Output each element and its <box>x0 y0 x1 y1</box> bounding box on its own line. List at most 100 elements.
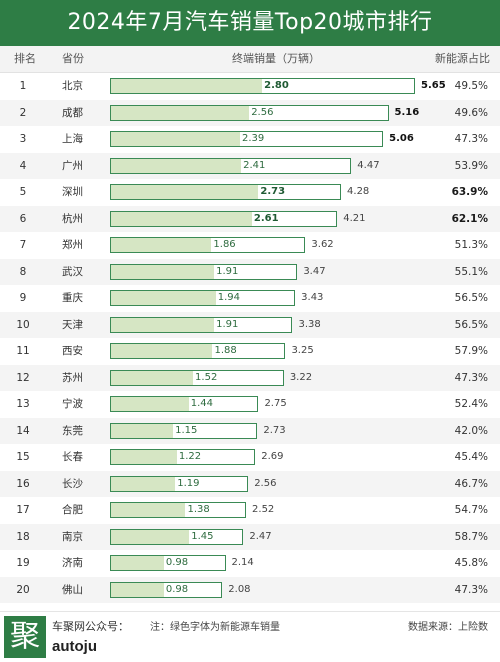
city-label: 天津 <box>62 318 83 331</box>
city-label: 北京 <box>62 80 83 92</box>
nev-value-label: 2.56 <box>251 106 274 118</box>
total-value-label: 2.08 <box>228 583 251 595</box>
nev-sales-bar <box>111 238 212 252</box>
header-share: 新能源占比 <box>435 52 490 65</box>
total-value-label: 5.16 <box>394 106 420 118</box>
rank-label: 12 <box>16 371 30 384</box>
city-label: 合肥 <box>62 504 83 516</box>
nev-sales-bar <box>111 476 176 491</box>
footer: 聚 车聚网公众号： autoju 注：绿色字体为新能源车销量 数据来源：上险数 <box>0 611 500 662</box>
nev-share-label: 45.8% <box>454 557 488 569</box>
rank-label: 1 <box>19 80 27 92</box>
nev-sales-bar <box>111 185 259 199</box>
city-label: 东莞 <box>62 424 83 437</box>
nev-value-label: 1.91 <box>216 265 239 277</box>
total-sales-bar: 1.44 <box>110 396 259 412</box>
total-value-label: 3.62 <box>311 239 334 250</box>
rank-label: 11 <box>16 345 30 357</box>
chart-title: 2024年7月汽车销量Top20城市排行 <box>0 0 500 46</box>
city-label: 重庆 <box>62 292 83 304</box>
total-value-label: 3.43 <box>301 292 324 303</box>
table-row: 15 长春 1.22 2.69 45.4% <box>0 444 500 471</box>
city-label: 佛山 <box>62 583 83 596</box>
account-label: 车聚网公众号： <box>52 620 129 633</box>
total-value-label: 2.52 <box>252 504 275 515</box>
nev-share-label: 49.5% <box>454 80 488 92</box>
table-row: 6 杭州 2.61 4.21 62.1% <box>0 205 500 232</box>
table-row: 5 深圳 2.73 4.28 63.9% <box>0 179 500 206</box>
rank-label: 13 <box>16 398 30 410</box>
table-row: 20 佛山 0.98 2.08 47.3% <box>0 576 500 603</box>
nev-share-label: 56.5% <box>454 292 488 304</box>
total-value-label: 2.56 <box>254 477 277 489</box>
rank-label: 9 <box>19 292 27 304</box>
rank-label: 18 <box>16 530 30 543</box>
nev-value-label: 2.80 <box>264 80 289 91</box>
city-label: 南京 <box>62 530 83 543</box>
nev-sales-bar <box>111 423 174 438</box>
nev-share-label: 46.7% <box>454 477 488 490</box>
total-value-label: 4.28 <box>347 186 370 197</box>
total-sales-bar: 1.94 <box>110 290 296 306</box>
total-value-label: 3.22 <box>289 371 313 383</box>
nev-value-label: 2.41 <box>243 159 266 171</box>
total-value-label: 2.69 <box>261 451 284 462</box>
table-row: 8 武汉 1.91 3.47 55.1% <box>0 258 500 285</box>
total-sales-bar: 1.86 <box>110 237 306 253</box>
nev-value-label: 1.19 <box>177 477 200 489</box>
table-row: 17 合肥 1.38 2.52 54.7% <box>0 497 500 524</box>
nev-sales-bar <box>111 582 164 597</box>
total-value-label: 5.65 <box>421 80 446 91</box>
nev-share-label: 49.6% <box>454 106 488 119</box>
nev-share-label: 62.1% <box>451 212 488 225</box>
nev-value-label: 0.98 <box>165 583 189 595</box>
nev-sales-bar <box>111 556 164 570</box>
total-sales-bar: 1.19 <box>110 475 249 492</box>
nev-sales-bar <box>111 105 250 120</box>
header-rank: 排名 <box>14 52 36 65</box>
total-sales-bar: 2.80 <box>110 78 415 94</box>
table-row: 12 苏州 1.52 3.22 47.3% <box>0 364 500 391</box>
total-sales-bar: 1.22 <box>110 449 256 465</box>
city-label: 杭州 <box>62 212 83 225</box>
table-row: 4 广州 2.41 4.47 53.9% <box>0 152 500 179</box>
total-value-label: 3.38 <box>298 318 321 330</box>
nev-share-label: 55.1% <box>454 265 488 278</box>
total-sales-bar: 1.15 <box>110 422 258 439</box>
nev-value-label: 1.52 <box>195 371 218 383</box>
nev-value-label: 1.38 <box>187 504 210 515</box>
nev-sales-bar <box>111 317 215 332</box>
total-sales-bar: 1.52 <box>110 369 284 386</box>
nev-share-label: 51.3% <box>454 239 488 251</box>
rank-label: 17 <box>16 504 30 516</box>
total-value-label: 3.25 <box>291 345 314 356</box>
rank-label: 3 <box>19 133 27 145</box>
table-row: 9 重庆 1.94 3.43 56.5% <box>0 285 500 312</box>
rank-label: 6 <box>19 212 27 225</box>
nev-value-label: 2.39 <box>242 133 265 144</box>
rank-label: 7 <box>19 239 27 251</box>
table-row: 11 西安 1.88 3.25 57.9% <box>0 338 500 365</box>
total-sales-bar: 0.98 <box>110 555 226 571</box>
nev-share-label: 47.3% <box>454 583 488 596</box>
city-label: 郑州 <box>62 239 83 251</box>
total-sales-bar: 1.91 <box>110 263 298 280</box>
nev-sales-bar <box>111 503 186 517</box>
nev-value-label: 1.94 <box>217 292 240 303</box>
nev-value-label: 1.88 <box>214 345 237 356</box>
table-row: 2 成都 2.56 5.16 49.6% <box>0 99 500 126</box>
table-row: 1 北京 2.80 5.65 49.5% <box>0 73 500 100</box>
nev-sales-bar <box>111 132 241 146</box>
rank-label: 16 <box>16 477 30 490</box>
nev-sales-bar <box>111 79 263 93</box>
nev-share-label: 52.4% <box>454 398 488 410</box>
rank-label: 2 <box>19 106 27 119</box>
nev-sales-bar <box>111 291 216 305</box>
nev-sales-bar <box>111 397 189 411</box>
rank-label: 20 <box>16 583 30 596</box>
total-value-label: 3.47 <box>303 265 326 277</box>
nev-value-label: 1.15 <box>175 424 198 436</box>
nev-share-label: 54.7% <box>454 504 488 516</box>
nev-sales-bar <box>111 529 190 544</box>
